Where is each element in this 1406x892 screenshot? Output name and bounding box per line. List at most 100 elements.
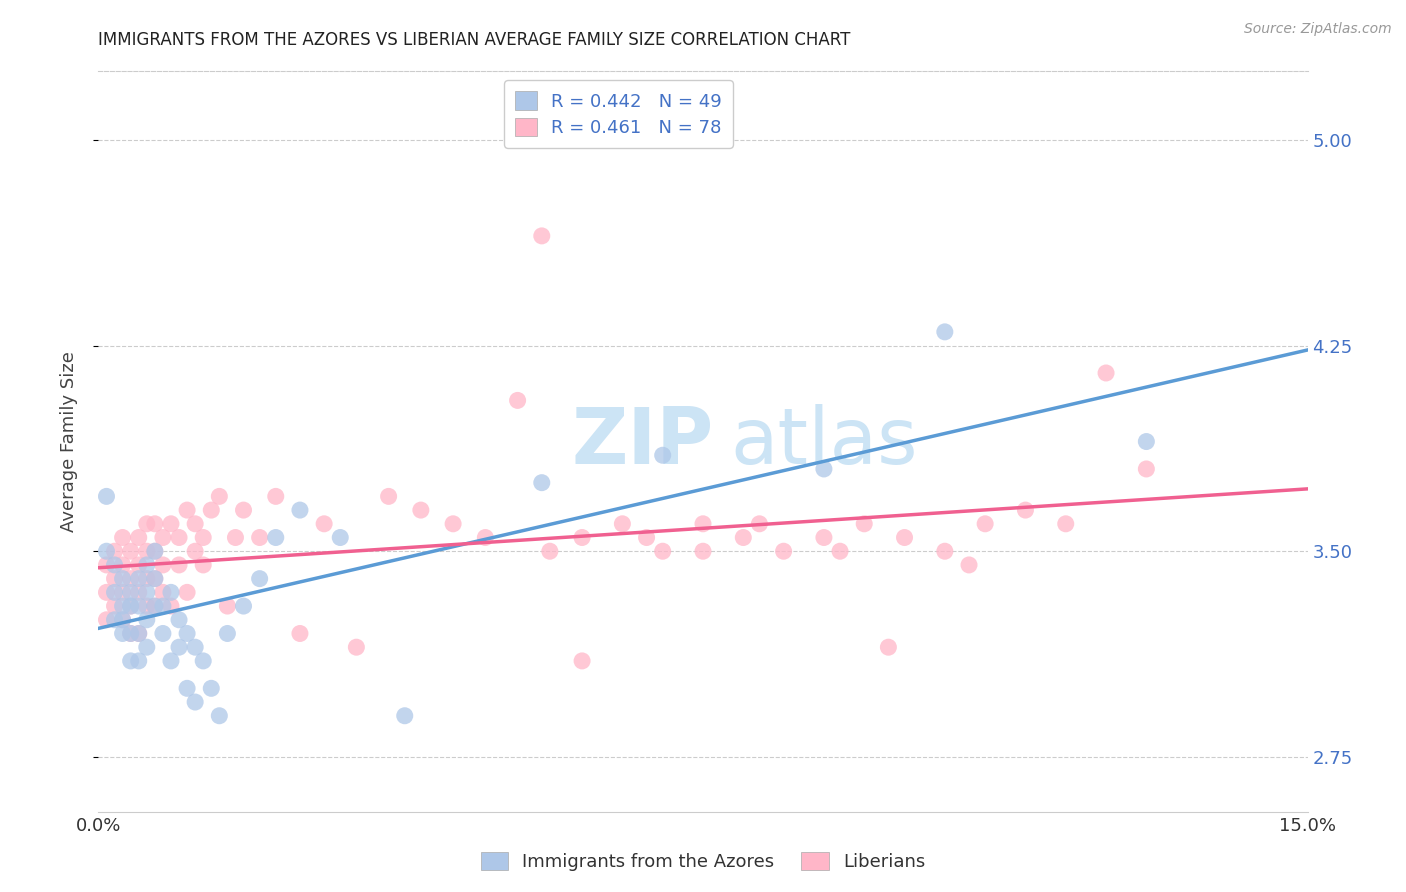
Point xyxy=(128,599,150,613)
Point xyxy=(152,558,174,572)
Text: ZIP: ZIP xyxy=(571,403,714,480)
Point xyxy=(135,640,157,655)
Point xyxy=(111,572,134,586)
Point xyxy=(103,558,125,572)
Point xyxy=(853,516,876,531)
Legend: Immigrants from the Azores, Liberians: Immigrants from the Azores, Liberians xyxy=(474,845,932,879)
Point xyxy=(143,599,166,613)
Point xyxy=(184,695,207,709)
Legend: R = 0.442   N = 49, R = 0.461   N = 78: R = 0.442 N = 49, R = 0.461 N = 78 xyxy=(505,80,733,148)
Point xyxy=(96,613,118,627)
Point xyxy=(176,681,198,696)
Point xyxy=(329,531,352,545)
Point xyxy=(877,640,900,655)
Text: Source: ZipAtlas.com: Source: ZipAtlas.com xyxy=(1244,22,1392,37)
Point xyxy=(506,393,529,408)
Point xyxy=(1135,434,1157,449)
Point xyxy=(167,613,190,627)
Point xyxy=(571,654,593,668)
Point xyxy=(176,503,198,517)
Point xyxy=(232,503,254,517)
Point xyxy=(934,325,956,339)
Text: IMMIGRANTS FROM THE AZORES VS LIBERIAN AVERAGE FAMILY SIZE CORRELATION CHART: IMMIGRANTS FROM THE AZORES VS LIBERIAN A… xyxy=(98,31,851,49)
Point xyxy=(184,640,207,655)
Y-axis label: Average Family Size: Average Family Size xyxy=(59,351,77,532)
Point xyxy=(264,531,287,545)
Point xyxy=(103,613,125,627)
Point xyxy=(128,531,150,545)
Point xyxy=(111,613,134,627)
Point xyxy=(692,516,714,531)
Point xyxy=(224,531,246,545)
Point xyxy=(538,544,561,558)
Point xyxy=(128,626,150,640)
Point xyxy=(249,572,271,586)
Point xyxy=(288,626,311,640)
Point xyxy=(103,599,125,613)
Point xyxy=(1014,503,1036,517)
Point xyxy=(143,544,166,558)
Point xyxy=(828,544,851,558)
Point xyxy=(184,544,207,558)
Point xyxy=(813,462,835,476)
Point xyxy=(176,585,198,599)
Point xyxy=(160,654,183,668)
Point xyxy=(135,544,157,558)
Point xyxy=(232,599,254,613)
Point xyxy=(160,516,183,531)
Point xyxy=(441,516,464,531)
Point xyxy=(160,585,183,599)
Point xyxy=(612,516,634,531)
Point xyxy=(974,516,997,531)
Point xyxy=(128,585,150,599)
Point xyxy=(200,681,222,696)
Point xyxy=(1135,462,1157,476)
Point xyxy=(128,558,150,572)
Point xyxy=(143,544,166,558)
Point xyxy=(96,585,118,599)
Text: atlas: atlas xyxy=(730,403,918,480)
Point xyxy=(184,516,207,531)
Point xyxy=(135,613,157,627)
Point xyxy=(152,585,174,599)
Point xyxy=(103,544,125,558)
Point xyxy=(651,448,673,462)
Point xyxy=(733,531,755,545)
Point xyxy=(813,531,835,545)
Point xyxy=(217,626,239,640)
Point xyxy=(143,599,166,613)
Point xyxy=(167,558,190,572)
Point xyxy=(143,516,166,531)
Point xyxy=(120,599,142,613)
Point xyxy=(103,585,125,599)
Point xyxy=(128,626,150,640)
Point xyxy=(748,516,770,531)
Point xyxy=(957,558,980,572)
Point xyxy=(651,544,673,558)
Point xyxy=(377,489,399,503)
Point xyxy=(692,544,714,558)
Point xyxy=(249,531,271,545)
Point xyxy=(96,558,118,572)
Point xyxy=(128,654,150,668)
Point xyxy=(314,516,336,531)
Point xyxy=(120,585,142,599)
Point xyxy=(474,531,496,545)
Point xyxy=(111,531,134,545)
Point xyxy=(394,708,416,723)
Point xyxy=(344,640,367,655)
Point xyxy=(217,599,239,613)
Point xyxy=(120,544,142,558)
Point xyxy=(530,475,553,490)
Point xyxy=(167,640,190,655)
Point xyxy=(193,654,215,668)
Point xyxy=(128,572,150,586)
Point xyxy=(200,503,222,517)
Point xyxy=(111,599,134,613)
Point xyxy=(120,654,142,668)
Point xyxy=(176,626,198,640)
Point xyxy=(111,558,134,572)
Point xyxy=(120,599,142,613)
Point xyxy=(893,531,915,545)
Point xyxy=(120,626,142,640)
